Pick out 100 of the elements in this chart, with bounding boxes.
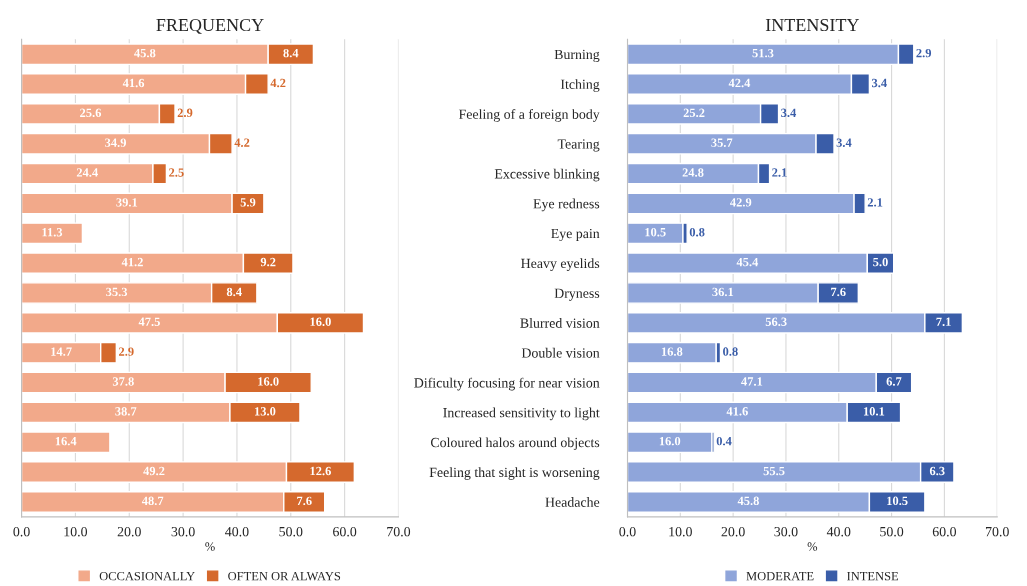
data-label: 38.7	[115, 407, 137, 416]
data-label: 3.4	[781, 108, 797, 118]
data-label: 9.2	[260, 257, 276, 267]
data-label: 0.8	[723, 347, 738, 356]
data-label: 2.1	[867, 198, 883, 207]
data-label: 41.6	[726, 407, 748, 416]
bar	[21, 431, 111, 454]
y-tick-label: Eye pain	[551, 228, 600, 242]
data-label: 16.0	[258, 377, 279, 386]
x-axis-title: %	[205, 542, 215, 551]
data-label: 55.5	[763, 466, 785, 476]
legend-label: OFTEN OR ALWAYS	[228, 571, 341, 581]
x-axis-title: %	[807, 542, 818, 551]
x-tick-label: 50.0	[279, 526, 303, 537]
data-label: 16.0	[659, 436, 681, 446]
legend-label: OCCASIONALLY	[99, 571, 195, 581]
x-tick-label: 70.0	[985, 526, 1009, 537]
x-tick-label: 60.0	[333, 526, 357, 537]
y-tick-label: Eye redness	[533, 198, 600, 212]
y-tick-label: Increased sensitivity to light	[443, 407, 600, 421]
bar	[21, 222, 84, 245]
y-tick-label: Double vision	[521, 347, 600, 358]
data-label: 45.8	[737, 496, 759, 506]
x-tick-label: 40.0	[826, 526, 851, 537]
y-tick-label: Dificulty focusing for near vision	[414, 377, 600, 391]
data-label: 0.8	[689, 227, 705, 237]
y-tick-label: Feeling of a foreign body	[458, 109, 600, 122]
data-label: 10.5	[887, 496, 908, 506]
data-label: 25.6	[80, 108, 102, 118]
x-tick-label: 0.0	[619, 526, 636, 537]
data-label: 4.2	[234, 138, 250, 147]
data-label: 34.9	[105, 138, 127, 147]
y-tick-label: Itching	[560, 79, 600, 92]
x-tick-label: 30.0	[171, 526, 195, 537]
data-label: 45.8	[134, 48, 156, 58]
data-label: 47.1	[741, 377, 763, 386]
data-label: 6.3	[929, 466, 945, 476]
data-label: 5.0	[873, 257, 888, 267]
data-label: 3.4	[871, 78, 887, 88]
data-label: 12.6	[310, 466, 331, 476]
data-label: 6.7	[886, 377, 902, 386]
data-label: 2.5	[169, 168, 184, 177]
data-label: 48.7	[141, 496, 164, 506]
data-label: 39.1	[116, 198, 138, 207]
data-label: 0.4	[716, 436, 732, 446]
data-label: 2.9	[119, 347, 134, 356]
data-label: 8.4	[226, 287, 242, 297]
x-tick-label: 70.0	[387, 526, 411, 537]
chart-title: FREQUENCY	[156, 18, 264, 34]
data-label: 11.3	[42, 228, 63, 237]
data-label: 25.2	[683, 108, 705, 118]
data-label: 35.7	[711, 138, 733, 147]
data-label: 56.3	[765, 317, 787, 327]
data-label: 14.7	[51, 347, 72, 356]
data-label: 7.6	[831, 287, 846, 297]
data-label: 45.4	[736, 257, 759, 267]
data-label: 36.1	[712, 287, 734, 297]
data-label: 13.0	[255, 407, 276, 416]
x-tick-label: 0.0	[13, 526, 30, 537]
y-tick-label: Blurred vision	[520, 318, 600, 328]
legend-label: MODERATE	[746, 571, 814, 581]
data-label: 41.6	[122, 78, 145, 88]
data-label: 16.0	[310, 317, 331, 327]
x-tick-label: 20.0	[721, 526, 745, 537]
data-label: 8.4	[283, 48, 299, 58]
data-label: 49.2	[143, 466, 165, 476]
data-label: 24.4	[76, 168, 98, 177]
x-tick-label: 10.0	[669, 526, 692, 537]
data-label: 35.3	[106, 287, 128, 297]
y-tick-label: Burning	[554, 49, 600, 62]
data-label: 5.9	[240, 198, 256, 207]
y-tick-label: Coloured halos around objects	[430, 437, 600, 451]
y-tick-label: Excessive blinking	[494, 168, 600, 182]
data-label: 37.8	[112, 377, 134, 386]
data-label: 2.9	[177, 108, 193, 118]
data-label: 10.1	[863, 407, 885, 416]
x-tick-label: 30.0	[774, 526, 798, 537]
data-label: 16.8	[661, 347, 683, 356]
legend-label: INTENSE	[847, 571, 899, 581]
data-label: 24.8	[682, 168, 704, 177]
data-label: 2.9	[916, 48, 932, 58]
data-label: 4.2	[270, 78, 286, 88]
data-label: 42.4	[728, 78, 751, 88]
data-label: 47.5	[138, 317, 160, 327]
y-tick-label: Feeling that sight is worsening	[429, 467, 600, 480]
y-tick-label: Tearing	[557, 139, 600, 152]
x-tick-label: 10.0	[64, 526, 88, 537]
data-label: 10.5	[645, 227, 666, 237]
x-tick-label: 40.0	[225, 526, 249, 537]
data-label: 7.6	[297, 496, 312, 506]
y-tick-label: Dryness	[554, 288, 600, 301]
data-label: 2.1	[772, 168, 787, 177]
chart-title: INTENSITY	[765, 18, 860, 32]
bar	[627, 222, 684, 245]
x-tick-label: 50.0	[880, 526, 904, 537]
data-label: 41.2	[121, 257, 143, 267]
data-label: 16.4	[55, 436, 77, 446]
bar	[627, 341, 717, 364]
data-label: 42.9	[730, 198, 752, 207]
data-label: 3.4	[836, 138, 852, 147]
